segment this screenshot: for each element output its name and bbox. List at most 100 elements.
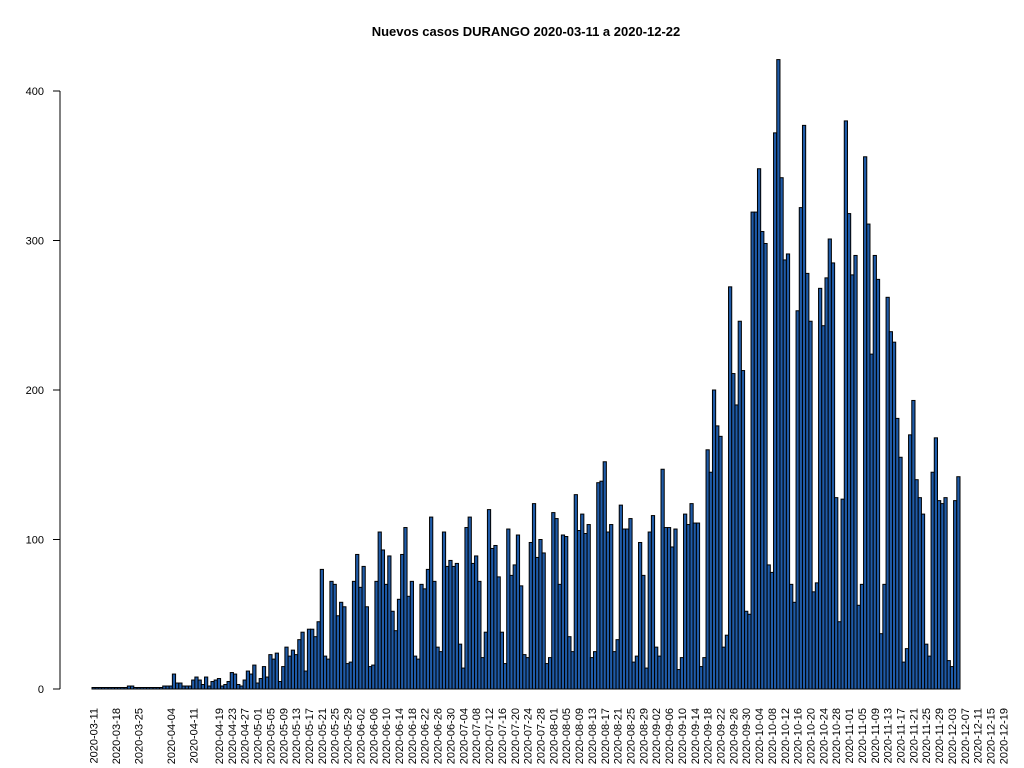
- bar: [718, 435, 723, 690]
- bar: [834, 497, 839, 690]
- bar: [204, 676, 209, 690]
- bar: [673, 528, 678, 690]
- x-tick-label: 2020-05-13: [291, 708, 303, 764]
- x-tick-label: 2020-09-02: [651, 708, 663, 764]
- x-tick-label: 2020-04-23: [227, 708, 239, 764]
- x-tick-label: 2020-05-29: [343, 708, 355, 764]
- x-tick-label: 2020-08-29: [638, 708, 650, 764]
- bar: [454, 562, 459, 690]
- bar: [232, 673, 238, 690]
- x-tick-label: 2020-12-11: [973, 708, 985, 763]
- bar: [409, 580, 414, 690]
- x-tick-label: 2020-09-22: [716, 708, 728, 764]
- x-tick-label: 2020-09-10: [677, 708, 689, 764]
- x-tick-label: 2020-05-05: [265, 708, 277, 764]
- x-tick-label: 2020-08-01: [548, 708, 560, 764]
- x-tick-label: 2020-08-05: [561, 708, 573, 764]
- bar: [956, 476, 961, 690]
- x-tick-label: 2020-08-25: [625, 708, 637, 764]
- x-tick-label: 2020-07-04: [458, 708, 470, 764]
- x-tick-label: 2020-11-17: [896, 708, 908, 763]
- x-tick-label: 2020-06-22: [420, 708, 432, 764]
- x-tick-label: 2020-07-24: [523, 708, 535, 764]
- bar: [920, 513, 926, 690]
- y-tick-label: 300: [26, 236, 44, 248]
- bar: [943, 497, 948, 690]
- x-tick-label: 2020-07-08: [471, 708, 483, 764]
- x-tick-label: 2020-06-18: [407, 708, 419, 764]
- bar: [609, 524, 614, 690]
- x-tick-label: 2020-12-03: [947, 708, 959, 764]
- x-tick-label: 2020-05-21: [317, 708, 329, 764]
- x-tick-label: 2020-10-20: [806, 708, 818, 764]
- x-tick-label: 2020-10-04: [754, 708, 766, 764]
- x-tick-label: 2020-08-13: [587, 708, 599, 764]
- x-tick-label: 2020-03-25: [134, 708, 146, 764]
- bar: [457, 643, 463, 690]
- x-tick-label: 2020-11-21: [908, 708, 920, 763]
- x-tick-label: 2020-08-17: [600, 708, 612, 764]
- x-tick-label: 2020-03-18: [111, 708, 123, 764]
- bars: [91, 59, 961, 690]
- y-tick-label: 0: [38, 684, 44, 696]
- bar: [628, 518, 633, 690]
- bar: [650, 515, 656, 690]
- x-tick-label: 2020-06-26: [433, 708, 445, 764]
- x-tick-label: 2020-05-09: [278, 708, 290, 764]
- x-tick-label: 2020-10-16: [793, 708, 805, 764]
- x-tick-label: 2020-08-21: [613, 708, 625, 764]
- x-tick-label: 2020-10-28: [831, 708, 843, 764]
- bar: [252, 664, 257, 690]
- bar: [808, 320, 813, 690]
- bar: [830, 262, 836, 690]
- x-tick-label: 2020-06-14: [394, 708, 406, 764]
- x-tick-label: 2020-11-09: [870, 708, 882, 763]
- x-tick-label: 2020-12-19: [998, 708, 1010, 764]
- chart-title: Nuevos casos DURANGO 2020-03-11 a 2020-1…: [372, 24, 681, 39]
- x-tick-label: 2020-11-25: [921, 708, 933, 763]
- x-tick-label: 2020-08-09: [574, 708, 586, 764]
- bar: [274, 652, 279, 690]
- x-tick-label: 2020-06-30: [445, 708, 457, 764]
- y-tick-label: 100: [26, 535, 44, 547]
- y-axis: 0 100 200 300 400: [26, 86, 61, 696]
- x-tick-label: 2020-04-27: [240, 708, 252, 764]
- x-tick-label: 2020-11-13: [883, 708, 895, 763]
- x-tick-label: 2020-11-29: [934, 708, 946, 763]
- x-tick-label: 2020-05-25: [330, 708, 342, 764]
- x-tick-label: 2020-06-06: [368, 708, 380, 764]
- bar: [432, 580, 437, 690]
- bar: [216, 678, 222, 690]
- x-tick-label: 2020-04-11: [188, 708, 200, 763]
- x-tick-label: 2020-04-19: [214, 708, 226, 764]
- bar: [586, 524, 591, 690]
- x-tick-label: 2020-09-14: [690, 708, 702, 764]
- x-tick-label: 2020-07-20: [510, 708, 522, 764]
- y-tick-label: 400: [26, 86, 44, 98]
- x-tick-label: 2020-12-07: [960, 708, 972, 764]
- bar: [519, 585, 524, 690]
- bar: [853, 254, 858, 690]
- x-tick-label: 2020-07-16: [497, 708, 509, 764]
- bar: [898, 456, 903, 690]
- x-tick-label: 2020-07-12: [484, 708, 496, 764]
- x-tick-label: 2020-10-12: [780, 708, 792, 764]
- bar: [695, 522, 701, 690]
- x-tick-label: 2020-09-30: [741, 708, 753, 764]
- bar: [319, 568, 324, 690]
- x-tick-label: 2020-05-17: [304, 708, 316, 764]
- x-tick-label: 2020-09-06: [664, 708, 676, 764]
- x-tick-label: 2020-09-18: [703, 708, 715, 764]
- x-tick-label: 2020-05-01: [253, 708, 265, 764]
- x-axis: 2020-03-11 2020-03-18 2020-03-25 2020-04-04…: [89, 708, 1011, 764]
- bar: [300, 631, 305, 690]
- x-tick-label: 2020-10-08: [767, 708, 779, 764]
- bar: [477, 580, 482, 690]
- x-tick-label: 2020-12-15: [986, 708, 998, 764]
- bar: [541, 552, 546, 690]
- bar: [171, 673, 177, 690]
- x-tick-label: 2020-11-05: [857, 708, 869, 763]
- y-tick-label: 200: [26, 385, 44, 397]
- x-tick-label: 2020-06-02: [355, 708, 367, 764]
